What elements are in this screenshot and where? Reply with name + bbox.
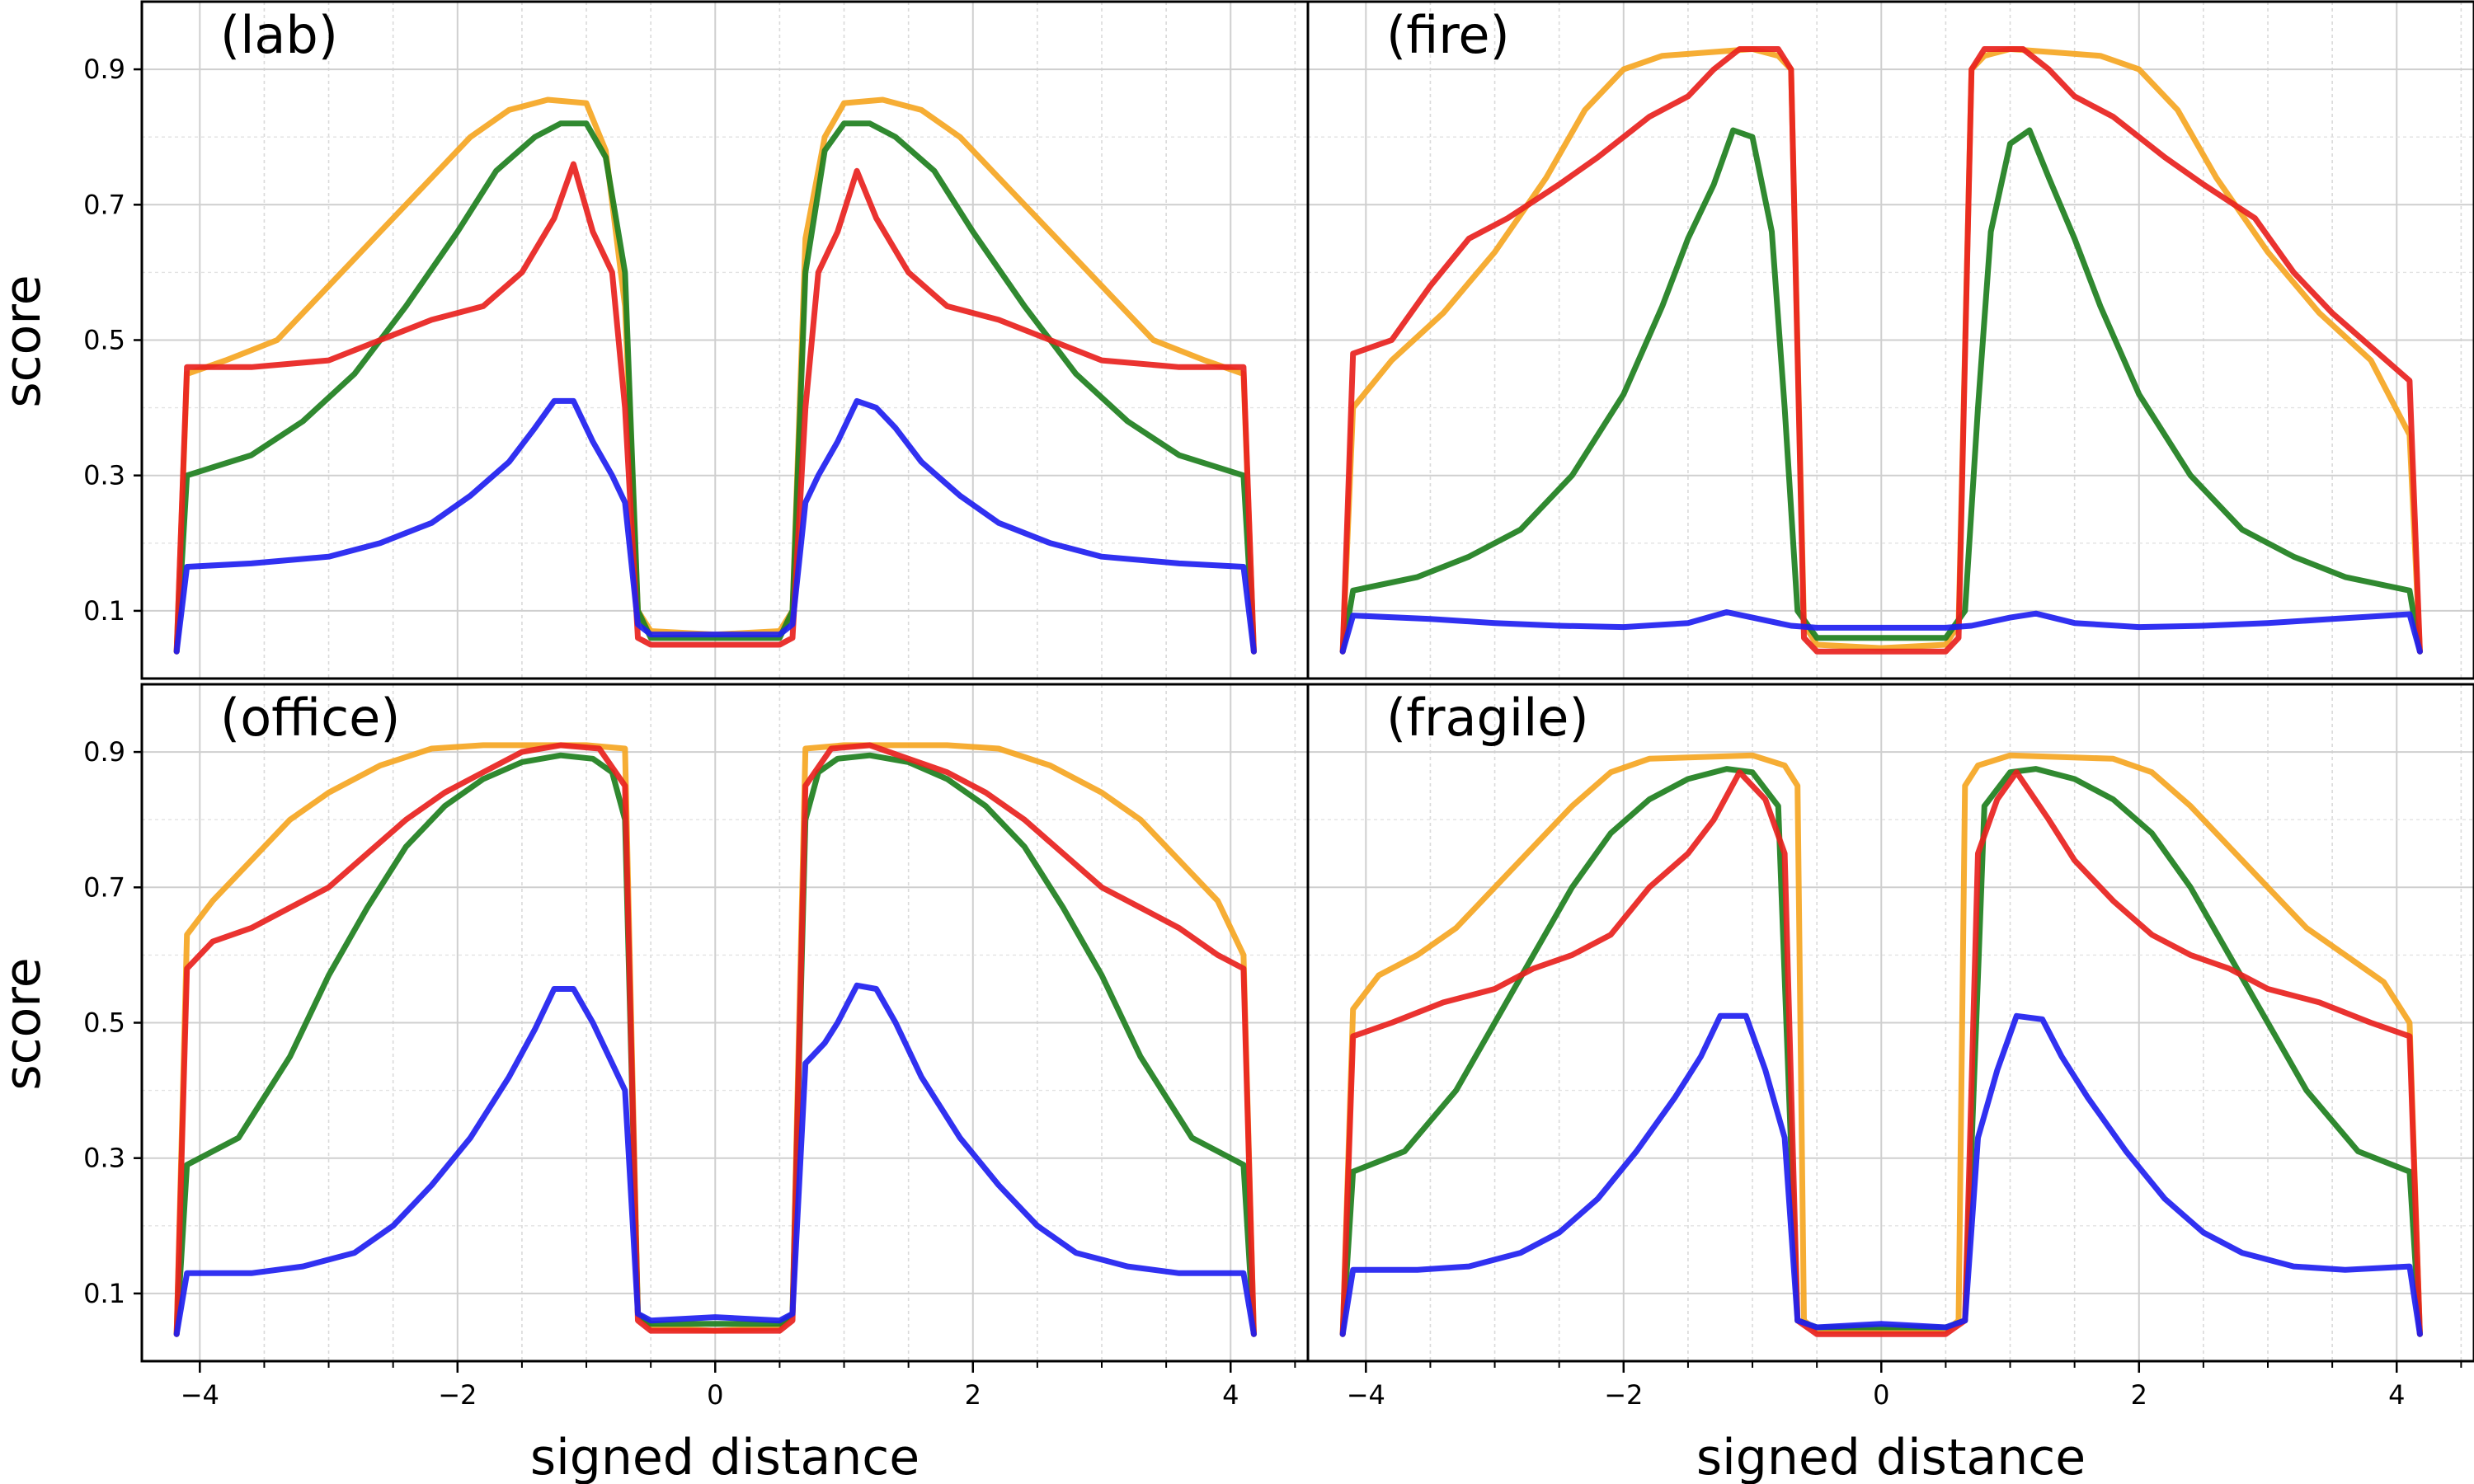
panel-title-fire: (fire)	[1386, 5, 1510, 65]
x-axis-label-left: signed distance	[530, 1429, 920, 1484]
axes-frame-fire	[1306, 0, 2474, 680]
y-tick-label-lab: 0.1	[83, 595, 125, 627]
series-line-office-2	[173, 742, 1257, 1337]
panel-title-office: (office)	[220, 688, 400, 748]
x-tick-label-office: 2	[965, 1379, 981, 1411]
series-line-fragile-0	[1339, 752, 2423, 1337]
x-tick-label-office: 0	[707, 1379, 723, 1411]
axes-frame-fragile	[1306, 683, 2474, 1363]
series-line-fire-2	[1339, 46, 2423, 655]
series-line-lab-2	[173, 161, 1257, 655]
y-tick-label-lab: 0.5	[83, 325, 125, 356]
series-line-fire-1	[1339, 127, 2423, 655]
x-axis-label-right: signed distance	[1696, 1429, 2086, 1484]
y-axis-label-top: score	[0, 275, 52, 407]
y-tick-label-lab: 0.9	[83, 54, 125, 85]
x-tick-label-fragile: −2	[1604, 1379, 1643, 1411]
y-tick-label-office: 0.7	[83, 871, 125, 903]
x-tick-label-office: 4	[1222, 1379, 1239, 1411]
grid-fragile	[1308, 684, 2474, 1361]
panel-title-lab: (lab)	[220, 5, 338, 65]
y-tick-label-office: 0.1	[83, 1278, 125, 1309]
y-tick-label-office: 0.9	[83, 736, 125, 768]
grid-lab	[142, 2, 1308, 679]
y-axis-label-bottom: score	[0, 957, 52, 1090]
y-tick-label-lab: 0.7	[83, 189, 125, 220]
y-tick-label-lab: 0.3	[83, 460, 125, 491]
series-line-lab-1	[173, 120, 1257, 655]
panel-office: 0.1 0.3 0.5 0.7 0.9 −4 −2 0 2 4 (office)	[83, 683, 1310, 1411]
grid-office	[142, 684, 1308, 1361]
x-tick-label-office: −4	[181, 1379, 219, 1411]
x-tick-label-fragile: 0	[1873, 1379, 1889, 1411]
series-line-fragile-3	[1339, 1012, 2423, 1337]
panel-fire: (fire)	[1306, 0, 2474, 680]
panel-fragile: −4 −2 0 2 4 (fragile)	[1306, 683, 2474, 1411]
grid-fire	[1308, 2, 2474, 679]
x-tick-label-fragile: −4	[1347, 1379, 1385, 1411]
panel-lab: 0.1 0.3 0.5 0.7 0.9 (lab)	[83, 0, 1310, 680]
y-tick-label-office: 0.3	[83, 1143, 125, 1174]
y-tick-label-office: 0.5	[83, 1007, 125, 1039]
series-line-fire-3	[1339, 609, 2423, 655]
series-line-fragile-1	[1339, 766, 2423, 1337]
series-line-fragile-2	[1339, 769, 2423, 1337]
x-tick-label-fragile: 2	[2131, 1379, 2147, 1411]
series-line-lab-3	[173, 397, 1257, 655]
panel-title-fragile: (fragile)	[1386, 688, 1589, 748]
x-tick-label-office: −2	[438, 1379, 477, 1411]
x-tick-label-fragile: 4	[2388, 1379, 2405, 1411]
series-line-office-3	[173, 982, 1257, 1337]
series-line-office-1	[173, 752, 1257, 1337]
